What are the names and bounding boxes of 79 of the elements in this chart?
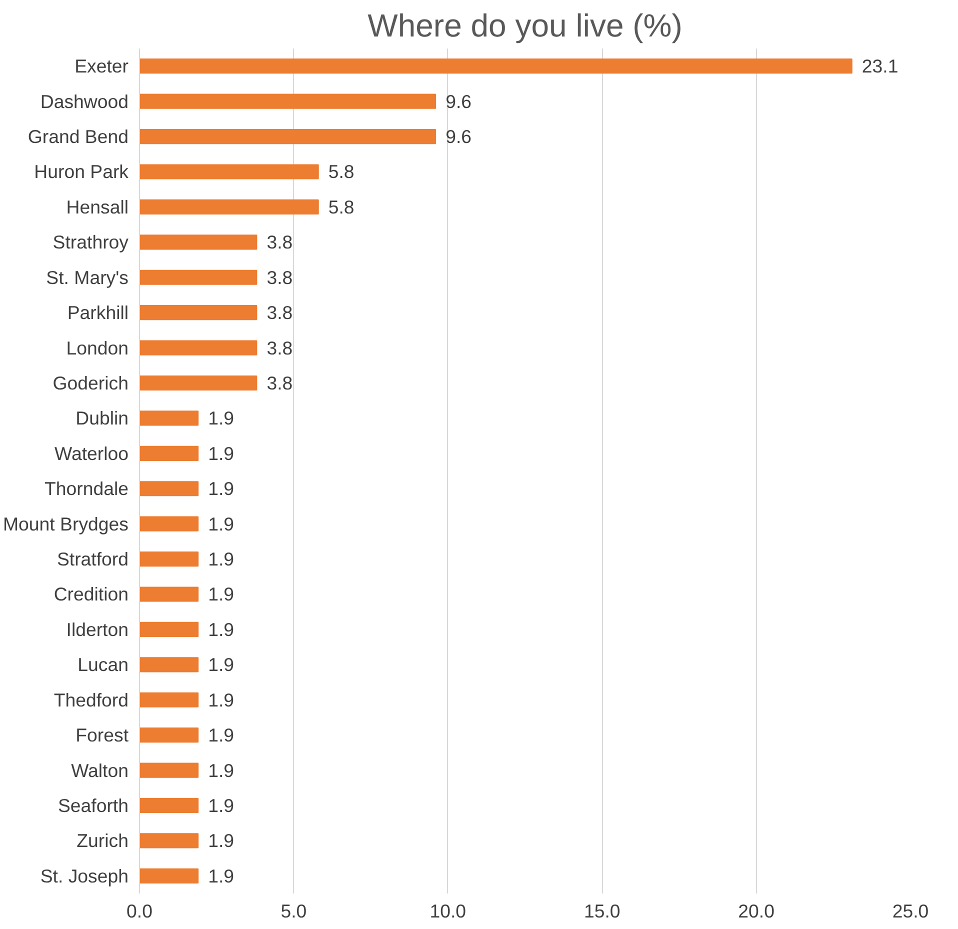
x-tick-label: 20.0 [738,900,774,922]
y-tick-label: Waterloo [54,442,129,464]
data-label: 1.9 [208,408,234,429]
bar [140,833,199,848]
bar [140,164,319,180]
data-label: 23.1 [862,56,898,77]
data-label: 1.9 [208,548,234,570]
bar [140,446,199,461]
data-label: 1.9 [208,584,234,605]
y-tick-label: St. Mary's [46,266,129,288]
y-tick-label: Walton [71,760,129,781]
data-label: 3.8 [266,372,293,394]
data-label: 1.9 [208,760,234,781]
chart-title: Where do you live (%) [368,8,682,44]
y-tick-label: Goderich [52,372,129,394]
y-tick-label: London [66,337,129,358]
x-tick-label: 0.0 [126,900,152,922]
data-label: 3.8 [266,302,293,324]
bar [140,622,199,637]
bar [140,340,258,356]
y-tick-label: Credition [54,584,129,605]
y-tick-label: Ilderton [66,618,129,640]
x-tick-label: 5.0 [280,900,307,922]
y-tick-label: Zurich [76,830,129,852]
bar [140,234,258,250]
y-tick-label: Thedford [54,689,128,710]
data-label: 9.6 [446,90,472,112]
bar [140,586,199,602]
y-tick-label: Exeter [74,56,129,77]
y-tick-label: Lucan [78,654,129,676]
bar [140,375,258,391]
data-label: 3.8 [266,266,293,288]
y-tick-label: Thorndale [44,478,129,500]
data-label: 1.9 [208,654,234,676]
bar [140,58,852,74]
data-label: 5.8 [328,196,354,218]
bar [140,199,319,214]
data-label: 1.9 [208,442,234,464]
y-tick-label: St. Joseph [40,865,129,886]
y-tick-label: Seaforth [58,794,129,816]
data-label: 1.9 [208,513,234,534]
bar [140,551,199,567]
bar [140,481,199,496]
y-tick-label: Hensall [66,196,128,218]
data-label: 1.9 [208,689,234,710]
data-label: 1.9 [208,865,234,886]
y-tick-label: Forest [76,724,130,746]
x-tick-label: 25.0 [892,900,929,922]
bar [140,762,199,778]
bar [140,270,258,285]
bar [140,798,199,814]
data-label: 3.8 [266,337,293,358]
bar [140,410,199,426]
bar [140,657,199,672]
y-tick-label: Huron Park [34,161,130,182]
data-label: 1.9 [208,478,234,500]
data-label: 1.9 [208,794,234,816]
bar [140,305,258,320]
data-label: 1.9 [208,724,234,746]
x-tick-label: 10.0 [430,900,466,922]
x-tick-label: 15.0 [584,900,620,922]
bar [140,868,199,884]
data-label: 1.9 [208,618,234,640]
y-tick-label: Mount Brydges [3,513,129,534]
bar [140,728,199,743]
y-tick-label: Stratford [56,548,128,570]
data-label: 3.8 [266,232,293,253]
y-tick-label: Grand Bend [28,126,129,148]
bar [140,516,199,532]
bar [140,128,436,144]
y-tick-label: Parkhill [67,302,128,324]
data-label: 1.9 [208,830,234,852]
bar [140,94,436,109]
data-label: 9.6 [446,126,472,148]
bar [140,692,199,708]
y-tick-label: Strathroy [52,232,130,253]
y-tick-label: Dublin [76,408,128,429]
data-label: 5.8 [328,161,354,182]
y-tick-label: Dashwood [40,90,129,112]
